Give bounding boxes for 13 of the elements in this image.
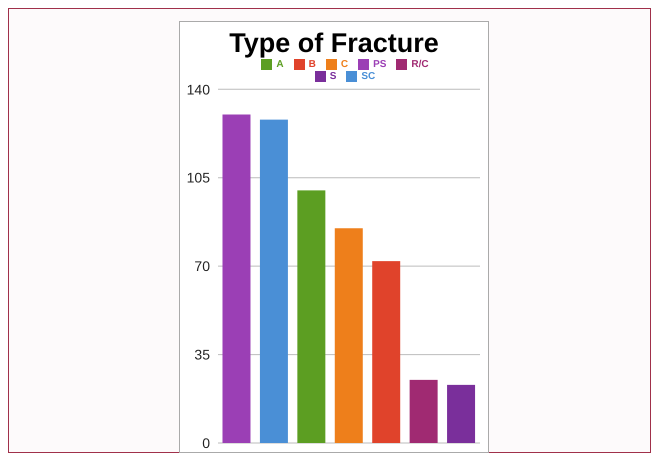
legend-label: R/C bbox=[411, 59, 429, 70]
chart-title: Type of Fracture bbox=[228, 28, 440, 59]
legend-label: B bbox=[308, 59, 316, 70]
y-tick-label: 70 bbox=[194, 258, 210, 274]
legend-label: S bbox=[330, 71, 336, 82]
legend-label: SC bbox=[361, 71, 376, 82]
y-tick-label: 0 bbox=[202, 434, 210, 451]
y-tick-label: 140 bbox=[186, 81, 210, 98]
y-tick-label: 35 bbox=[194, 346, 210, 363]
legend-label: C bbox=[340, 59, 348, 70]
legend-label: A bbox=[276, 59, 284, 70]
legend-label: PS bbox=[373, 59, 386, 70]
y-tick-label: 105 bbox=[186, 170, 210, 186]
